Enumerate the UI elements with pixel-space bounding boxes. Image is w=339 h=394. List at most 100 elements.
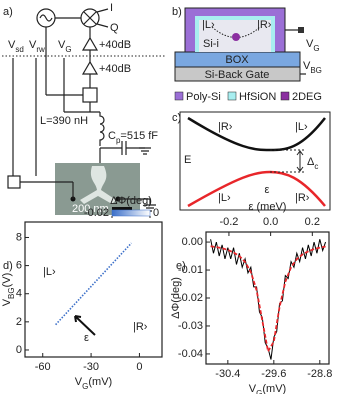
gap-label-part: c xyxy=(314,162,318,171)
mixer-output: I xyxy=(110,2,113,14)
data-line xyxy=(210,245,326,354)
capacitor-label-part: C xyxy=(108,130,116,142)
annotation: ε xyxy=(84,332,89,344)
legend-label: 2DEG xyxy=(292,91,322,103)
dc-line: Vrw xyxy=(29,39,45,54)
capacitor-label-part: p xyxy=(116,136,121,145)
y-axis-label: VBG(V) xyxy=(1,273,16,307)
legend-swatch xyxy=(280,91,290,101)
gate-label: VG xyxy=(306,38,320,53)
y-axis-label: ΔΦ(deg) xyxy=(170,277,182,319)
x-tick-label: 0 xyxy=(136,361,142,373)
state-label: |R› xyxy=(295,192,310,204)
layer-label: Si-i xyxy=(203,38,219,50)
layer-label: Si-Back Gate xyxy=(205,69,270,81)
capacitor-label-part: =515 fF xyxy=(120,130,158,142)
x2-tick-label: -0.2 xyxy=(219,216,238,228)
dc-line: Vsd xyxy=(8,39,24,54)
gate-label-part: G xyxy=(313,44,319,53)
energy-diagram xyxy=(179,111,331,211)
dc-line-part: V xyxy=(8,39,16,51)
scale-bar-label: 200 nm xyxy=(72,203,109,215)
y-tick-label: -0.04 xyxy=(178,348,203,360)
colorbar-tick-label: 0 xyxy=(153,207,159,219)
panel-label: c) xyxy=(172,112,181,124)
transition-line xyxy=(55,242,132,326)
gate-label-part: BG xyxy=(310,66,322,75)
legend-label: HfSiON xyxy=(239,91,276,103)
y-tick-label: 0 xyxy=(16,344,22,356)
panel-label: d) xyxy=(3,260,13,272)
panel-label: e) xyxy=(176,260,186,272)
gate-label: VBG xyxy=(303,60,322,75)
x-tick-label: -28.8 xyxy=(307,368,332,380)
capacitor-label: Cp=515 fF xyxy=(108,130,158,145)
gap-label: Δc xyxy=(307,156,318,171)
axis-label: ε xyxy=(265,184,270,196)
state-label: |L› xyxy=(202,19,215,31)
x2-axis-label: ε (meV) xyxy=(249,201,287,213)
x-axis-label-part: V xyxy=(75,376,83,388)
y-tick-label: 8 xyxy=(16,231,22,243)
x-axis-label: VG(mV) xyxy=(249,383,286,394)
layer-label: BOX xyxy=(225,54,249,66)
x-axis-label-part: (mV) xyxy=(88,376,112,388)
y-axis-label-part: V xyxy=(1,298,13,306)
x-axis-label-part: G xyxy=(82,382,88,391)
gap-label-part: Δ xyxy=(307,156,315,168)
axis-label: E xyxy=(184,154,191,166)
dc-line-part: sd xyxy=(15,45,23,54)
y-tick-label: -0.03 xyxy=(178,320,203,332)
annotation: |L› xyxy=(43,266,56,278)
x2-tick-label: 0.0 xyxy=(263,216,278,228)
dc-line-part: G xyxy=(65,45,71,54)
y-tick-label: -0.01 xyxy=(178,264,203,276)
inductor-label: L=390 nH xyxy=(40,115,88,127)
y-tick-label: 6 xyxy=(16,260,22,272)
y-tick-label: 4 xyxy=(16,288,22,300)
x-tick-label: -60 xyxy=(35,361,51,373)
colorbar-tick-label: -0.02 xyxy=(84,207,109,219)
x-tick-label: -29.6 xyxy=(261,368,286,380)
y-tick-label: -0.02 xyxy=(178,292,203,304)
y-tick-label: 0.00 xyxy=(182,236,203,248)
x-axis-label: VG(mV) xyxy=(75,376,112,391)
y-axis-label-part: BG xyxy=(7,287,16,299)
x2-axis-label-part: ε xyxy=(249,201,254,213)
dc-line-part: V xyxy=(29,39,37,51)
x-axis-label-part: (mV) xyxy=(262,383,286,394)
mixer-output: Q xyxy=(110,22,119,34)
circuit xyxy=(2,8,165,215)
y-tick-label: 2 xyxy=(16,316,22,328)
state-label: |R› xyxy=(257,19,272,31)
state-label: |R› xyxy=(218,121,233,133)
colorbar-label: ΔΦ(deg) xyxy=(110,195,152,207)
dc-line-part: rw xyxy=(36,45,45,54)
colorbar xyxy=(111,209,151,217)
y-axis-label-part: (V) xyxy=(1,273,13,288)
legend-swatch xyxy=(174,91,184,101)
state-label: |L› xyxy=(218,192,231,204)
gate-label-part: V xyxy=(306,38,314,50)
legend-swatch xyxy=(227,91,237,101)
arrow xyxy=(74,315,96,336)
legend-label: Poly-Si xyxy=(186,91,221,103)
state-label: |L› xyxy=(295,121,308,133)
amplifier-gain: +40dB xyxy=(99,39,131,51)
x-axis-label-part: V xyxy=(249,383,257,394)
plot-area xyxy=(25,222,162,357)
x-axis-label-part: G xyxy=(256,389,262,394)
annotation: |R› xyxy=(133,321,148,333)
panel-label: b) xyxy=(172,6,182,18)
x-tick-label: -30 xyxy=(83,361,99,373)
x-tick-label: -30.4 xyxy=(215,368,240,380)
x2-tick-label: 0.2 xyxy=(305,216,320,228)
panel-label: a) xyxy=(3,6,13,18)
dc-line: VG xyxy=(58,39,72,54)
gate-label-part: V xyxy=(303,60,311,72)
plot-frame xyxy=(24,221,163,358)
amplifier-gain: +40dB xyxy=(99,63,131,75)
device xyxy=(174,7,306,82)
x2-axis-label-part: (meV) xyxy=(253,201,286,213)
